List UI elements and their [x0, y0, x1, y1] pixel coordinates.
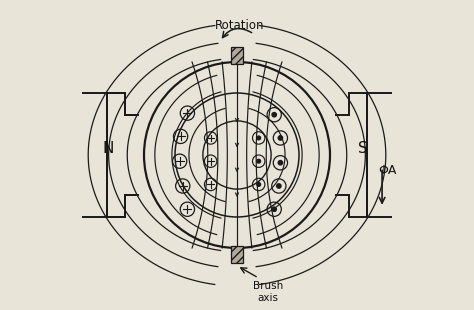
Bar	[231, 47, 243, 64]
Text: Brush
axis: Brush axis	[253, 281, 283, 303]
Text: N: N	[103, 141, 114, 156]
Circle shape	[272, 207, 276, 211]
Text: ΦA: ΦA	[378, 164, 396, 177]
Text: S: S	[358, 141, 367, 156]
Text: Rotation: Rotation	[215, 19, 265, 32]
Circle shape	[278, 136, 283, 140]
Circle shape	[278, 161, 283, 165]
Circle shape	[277, 184, 281, 188]
Circle shape	[272, 113, 276, 117]
Bar	[231, 246, 243, 263]
Circle shape	[257, 159, 261, 163]
Circle shape	[257, 136, 261, 140]
Circle shape	[257, 183, 261, 186]
